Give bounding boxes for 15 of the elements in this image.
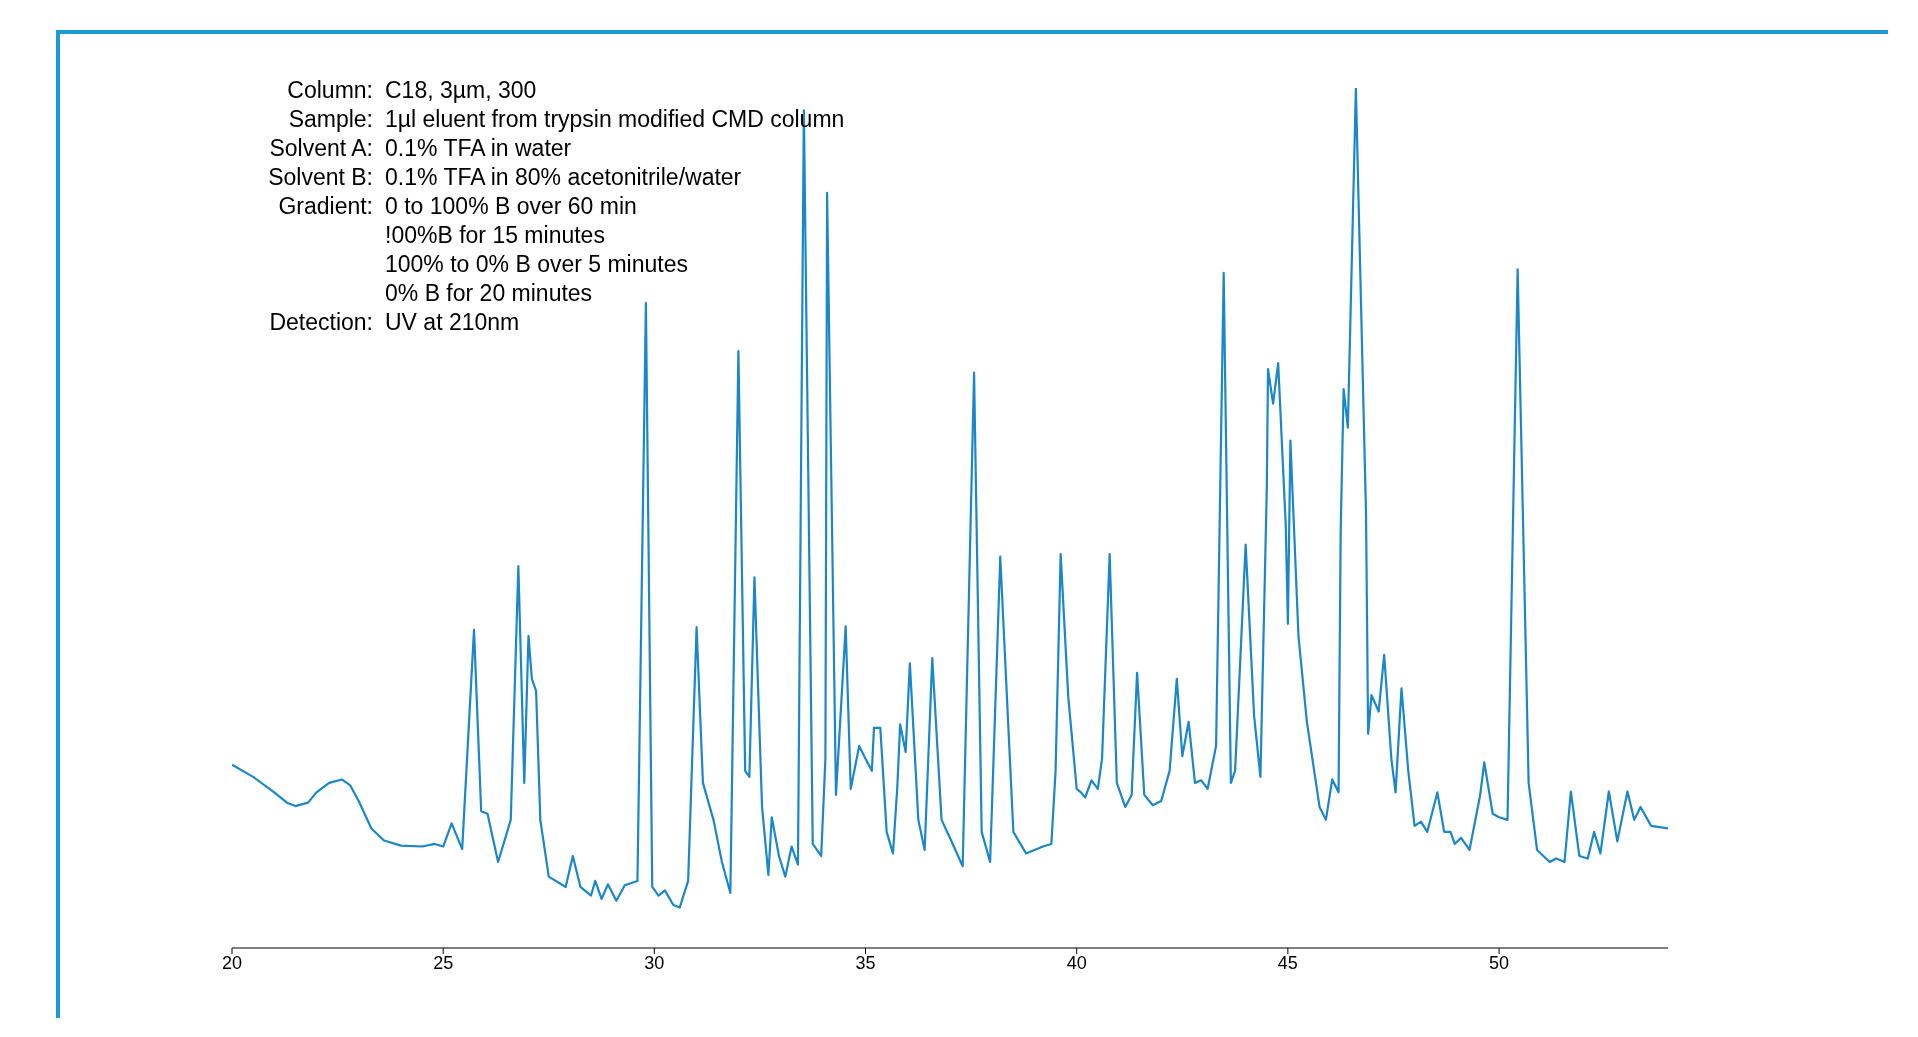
annotation: Column: C18, 3µm, 300 (286, 76, 537, 105)
x-tick-label: 40 (1066, 952, 1087, 973)
annotation: Detection: UV at 210nm (268, 308, 520, 337)
annotation: 0% B for 20 minutes (385, 279, 593, 308)
x-tick-label: 20 (221, 952, 243, 973)
annotation: Gradient: 0 to 100% B over 60 min (277, 192, 637, 221)
x-tick-label: 25 (433, 952, 454, 973)
annotation: !00%B for 15 minutes (385, 221, 605, 250)
x-tick-label: 45 (1277, 952, 1298, 973)
x-tick-label: 30 (644, 952, 665, 973)
annotation: 100% to 0% B over 5 minutes (385, 250, 688, 279)
annotation: Solvent A: 0.1% TFA in water (268, 134, 572, 163)
x-tick-label: 35 (855, 952, 876, 973)
annotation: Solvent B: 0.1% TFA in 80% acetonitrile/water (267, 163, 742, 192)
x-tick-label: 50 (1489, 952, 1510, 973)
